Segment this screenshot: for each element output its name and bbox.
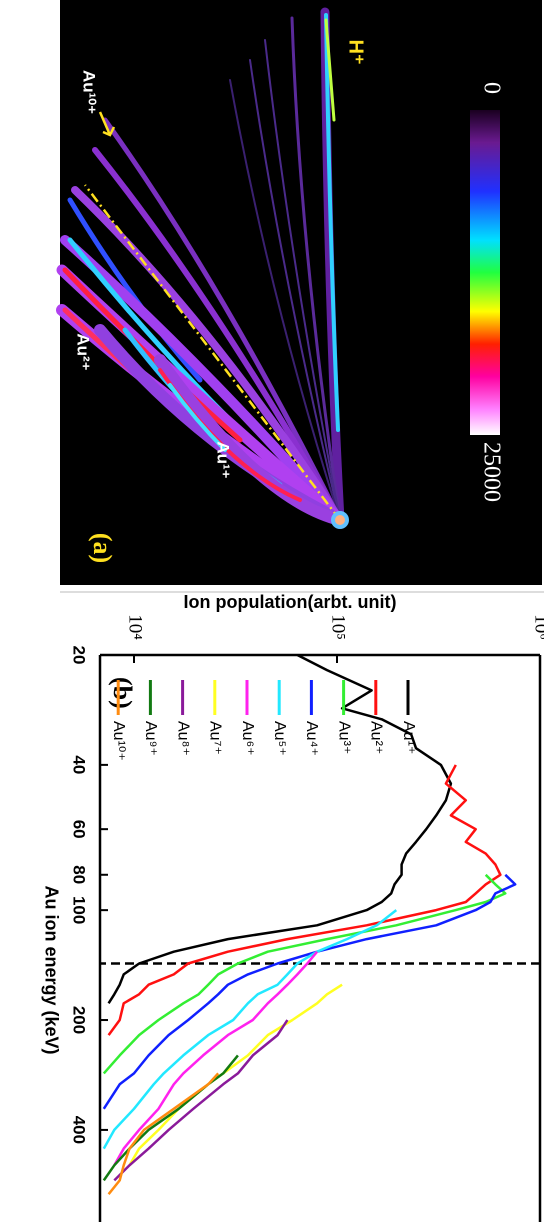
x-tick-label: 400	[70, 1116, 89, 1144]
trace	[67, 197, 203, 383]
trace	[60, 235, 345, 525]
panel-label: (b)	[108, 677, 137, 709]
x-tick-label: 80	[70, 865, 89, 884]
x-axis-title: Au ion energy (keV)	[41, 885, 61, 1054]
series-line	[102, 873, 507, 1075]
series-line	[113, 1019, 289, 1182]
x-tick-label: 40	[70, 755, 89, 774]
ion-label: Au²⁺	[74, 333, 93, 370]
legend-label: Au⁹⁺	[142, 721, 159, 756]
trace	[62, 267, 243, 443]
trace	[229, 79, 341, 521]
legend-label: Au⁷⁺	[207, 721, 224, 755]
trace	[92, 147, 343, 523]
series-line	[107, 1072, 220, 1195]
panel-a: 0 25000 H⁺ Au¹⁰⁺ Au²⁺ Au¹⁺ (a)	[56, 0, 542, 585]
y-tick-label: 10⁵	[328, 614, 349, 640]
series-line	[102, 909, 398, 1150]
legend-label: Au¹⁺	[400, 721, 417, 754]
series-line	[107, 653, 453, 1004]
x-tick-label: 200	[70, 1006, 89, 1034]
panel-label: (a)	[88, 533, 117, 563]
origin-spot	[335, 515, 345, 525]
ion-label: Au¹⁰⁺	[80, 70, 99, 114]
legend-label: Au⁴⁺	[303, 721, 320, 756]
y-tick-label: 10⁶	[531, 614, 544, 640]
colorbar-max-label: 25000	[478, 442, 504, 502]
ion-traces	[56, 7, 346, 526]
series-line	[102, 1054, 239, 1182]
legend-label: Au⁸⁺	[174, 721, 191, 756]
legend-label: Au³⁺	[335, 721, 352, 754]
panel-b: (b) 20 40 60 80 100 200 400 10⁴ 10⁵ 10⁶ Au ion ene…	[41, 592, 544, 1222]
y-axis-title: Ion population(arbt. unit)	[184, 592, 397, 612]
trace	[71, 186, 344, 524]
series-line	[128, 983, 343, 1166]
trace	[154, 354, 346, 526]
x-tick-label: 20	[70, 646, 89, 665]
trace	[290, 16, 342, 522]
series-line	[102, 873, 517, 1110]
series-line	[107, 764, 502, 1036]
legend-label: Au⁵⁺	[271, 721, 288, 756]
trace	[264, 39, 341, 521]
colorbar-min-label: 0	[478, 82, 504, 94]
y-tick-label: 10⁴	[125, 614, 146, 640]
series-line	[113, 950, 319, 1166]
legend-label: Au¹⁰⁺	[110, 721, 127, 761]
x-tick-label: 100	[70, 896, 89, 924]
trace	[324, 18, 336, 122]
colorbar	[470, 110, 500, 435]
arrow	[98, 111, 116, 137]
ion-label: H⁺	[345, 40, 367, 65]
trace	[102, 117, 343, 523]
legend-label: Au⁶⁺	[239, 721, 256, 756]
ion-label: Au¹⁺	[214, 441, 233, 478]
trace	[168, 383, 227, 452]
trace	[249, 59, 341, 521]
trace	[324, 13, 340, 432]
x-tick-label: 60	[70, 820, 89, 839]
legend-label: Au²⁺	[368, 721, 385, 754]
